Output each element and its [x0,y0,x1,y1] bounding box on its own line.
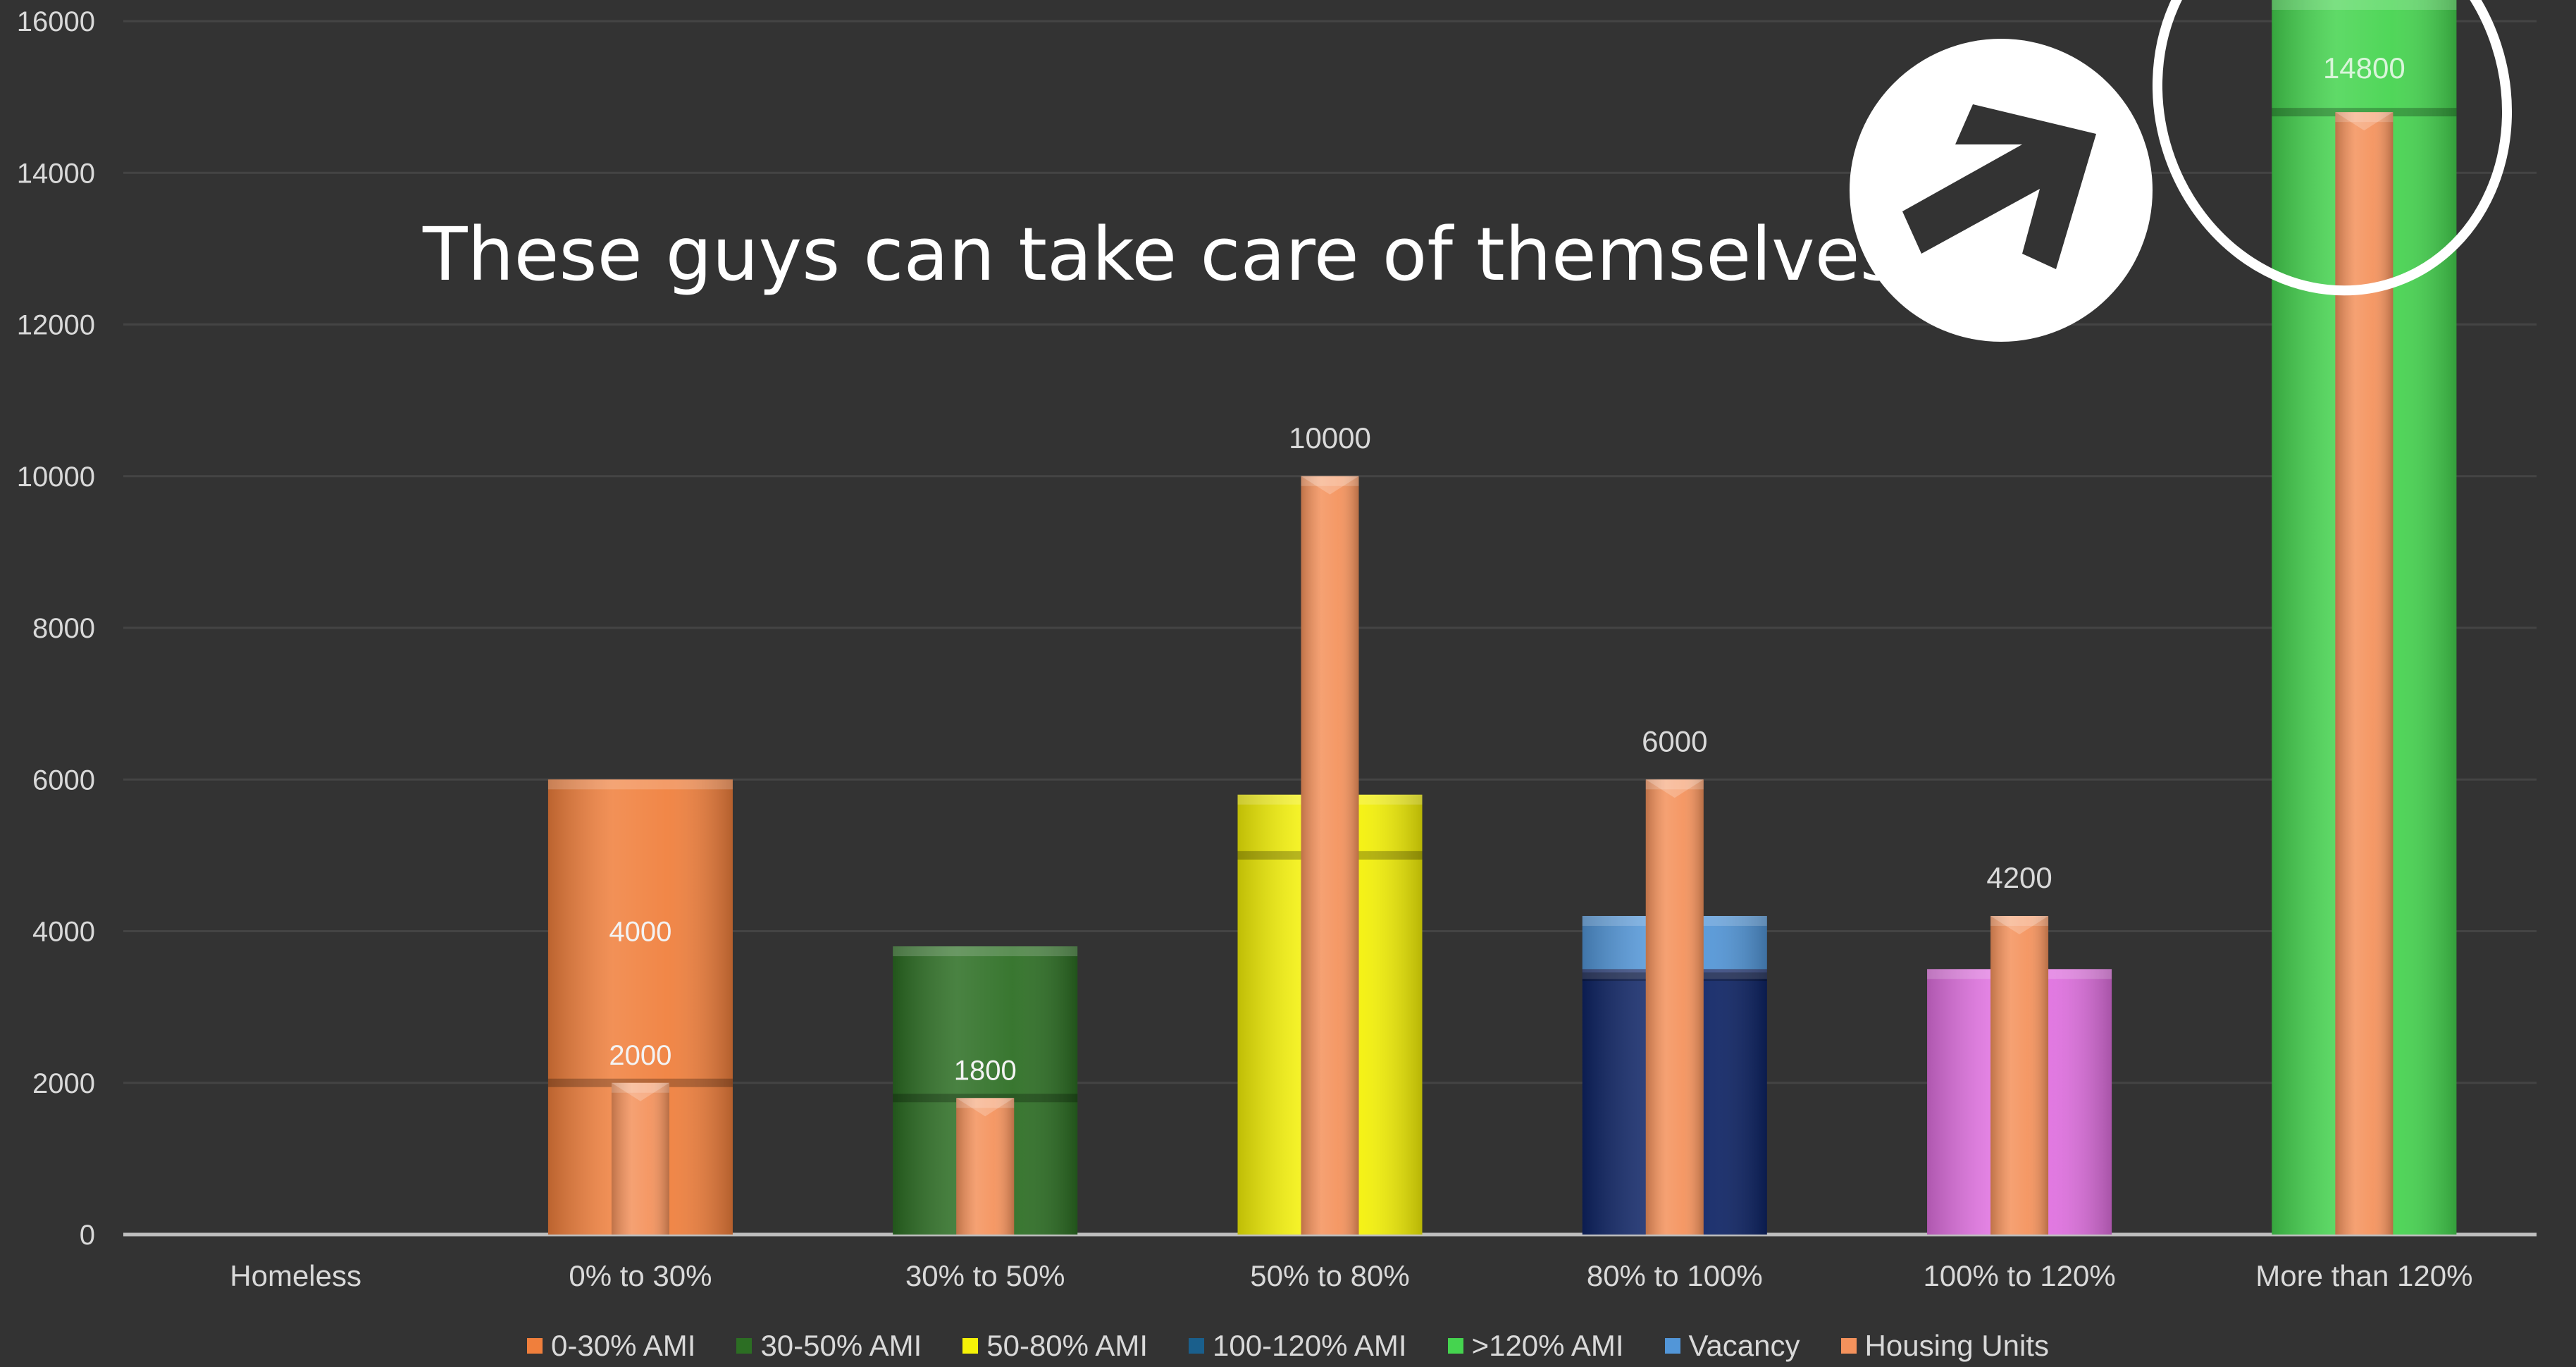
y-tick-label: 8000 [32,613,95,644]
y-tick-label: 10000 [17,462,95,493]
x-tick-label: 50% to 80% [1250,1259,1410,1292]
housing-units-value-label: 10000 [1289,421,1371,454]
chart-legend: 0-30% AMI 30-50% AMI 50-80% AMI 100-120% AM… [0,1325,2576,1367]
bar-30-50-ami-cap [893,946,1078,957]
y-tick-label: 2000 [32,1068,95,1099]
x-tick-label: Homeless [230,1259,361,1292]
y-tick-label: 12000 [17,310,95,341]
bar--120-ami-cap [2272,0,2457,10]
bar-housing-units-cap [1645,779,1704,790]
x-tick-label: 0% to 30% [569,1259,712,1292]
y-tick-label: 16000 [17,6,95,37]
bar-housing-units-shade [956,1098,1015,1235]
x-tick-label: 80% to 100% [1587,1259,1763,1292]
bar-housing-units-shade [1645,779,1704,1235]
bar-housing-units-shade [2335,112,2394,1235]
legend-item: 0-30% AMI [527,1329,695,1363]
legend-item: Vacancy [1664,1329,1800,1363]
legend-label: 100-120% AMI [1213,1329,1407,1362]
legend-swatch [1664,1338,1680,1354]
bar-housing-units-bevel [956,1098,1015,1117]
y-tick-label: 4000 [32,917,95,948]
legend-swatch [1189,1338,1205,1354]
x-tick-label: 30% to 50% [905,1259,1065,1292]
legend-label: >120% AMI [1471,1329,1624,1362]
bar-housing-units-cap [1301,476,1359,486]
bar-housing-units-bevel [1990,915,2049,934]
y-tick-label: 0 [80,1220,95,1251]
housing-units-value-label: 14800 [2323,51,2405,85]
y-tick-label: 6000 [32,765,95,796]
band-value-label: 1800 [954,1055,1017,1086]
series-value-label: 4000 [609,917,671,948]
x-tick-label: 100% to 120% [1923,1259,2115,1292]
arrow-up-right-icon [1902,104,2096,269]
callout-text: These guys can take care of themselves. [423,211,1921,297]
bar-housing-units-cap [1990,915,2049,926]
bar-housing-units-cap [611,1082,669,1093]
legend-label: 30-50% AMI [760,1329,922,1362]
bar-housing-units-bevel [1301,476,1359,495]
legend-item: 50-80% AMI [962,1329,1148,1363]
bar-housing-units-cap [2335,112,2394,123]
legend-item: 100-120% AMI [1189,1329,1407,1363]
legend-swatch [1840,1338,1857,1354]
bar-housing-units-shade [1990,915,2049,1235]
legend-swatch [962,1338,979,1354]
legend-item: >120% AMI [1447,1329,1624,1363]
band-value-label: 2000 [609,1040,671,1071]
legend-label: 50-80% AMI [986,1329,1148,1362]
bar-housing-units-bevel [611,1082,669,1101]
bar-housing-units-shade [611,1082,669,1235]
legend-swatch [1447,1338,1463,1354]
legend-swatch [527,1338,543,1354]
legend-item: 30-50% AMI [736,1329,922,1363]
legend-item: Housing Units [1840,1329,2049,1363]
bar-housing-units-cap [956,1098,1015,1108]
x-tick-label: More than 120% [2255,1259,2472,1292]
legend-label: Vacancy [1688,1329,1800,1362]
legend-swatch [736,1338,753,1354]
housing-units-value-label: 6000 [1642,724,1707,757]
legend-label: Housing Units [1864,1329,2049,1362]
housing-units-value-label: 4200 [1986,861,2052,894]
bar-housing-units-bevel [1645,779,1704,798]
bar-housing-units-shade [1301,476,1359,1235]
circle-highlight-icon [2152,0,2513,296]
y-tick-label: 14000 [17,158,95,189]
bar-0-30-ami-cap [547,779,733,790]
legend-label: 0-30% AMI [551,1329,696,1362]
bar-housing-units-bevel [2335,112,2394,131]
